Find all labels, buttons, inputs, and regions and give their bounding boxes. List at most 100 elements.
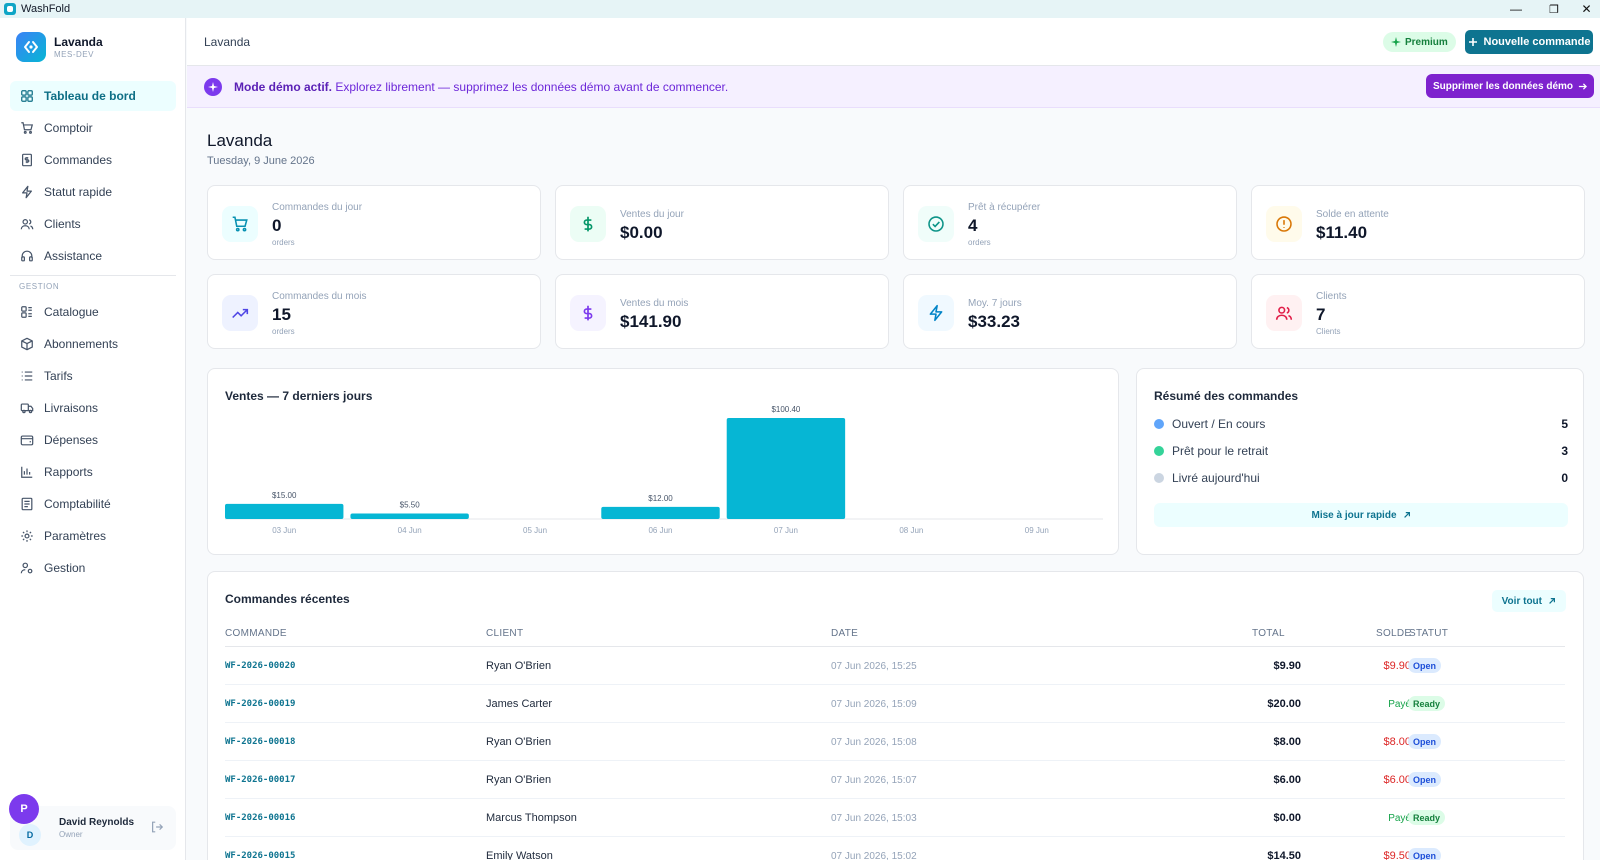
user-name: David Reynolds xyxy=(59,817,135,828)
see-all-button[interactable]: Voir tout xyxy=(1491,590,1566,612)
column-header-total[interactable]: TOTAL xyxy=(1252,628,1285,639)
sales-chart-card: Ventes — 7 derniers jours $15.00 03 Jun $5… xyxy=(207,368,1119,555)
list-icon xyxy=(21,371,33,381)
summary-row-open[interactable]: Ouvert / En cours 5 xyxy=(1154,416,1568,432)
sidebar-item-gestion[interactable]: Gestion xyxy=(10,553,176,583)
sales-chart: $15.00 03 Jun $5.50 04 Jun 05 Jun $12.00 06 Ju… xyxy=(225,405,1103,535)
order-balance: Payé xyxy=(1388,813,1411,824)
user-cog-icon xyxy=(20,562,33,574)
sidebar-item-parametres[interactable]: Paramètres xyxy=(10,521,176,551)
stat-unit: orders xyxy=(968,238,991,247)
brand[interactable]: Lavanda MES-DEV xyxy=(16,32,103,62)
close-button[interactable]: ✕ xyxy=(1581,2,1592,16)
sidebar-item-commandes[interactable]: Commandes xyxy=(10,145,176,175)
sidebar-item-clients[interactable]: Clients xyxy=(10,209,176,239)
order-id-link[interactable]: WF-2026-00019 xyxy=(225,699,296,709)
headset-icon xyxy=(21,250,33,262)
sidebar-nav: Tableau de bord Comptoir Commandes Statu… xyxy=(10,81,176,585)
chart-tick-label: 03 Jun xyxy=(272,526,296,535)
quick-update-button[interactable]: Mise à jour rapide xyxy=(1154,503,1568,527)
new-order-button[interactable]: Nouvelle commande xyxy=(1465,30,1593,54)
table-row[interactable]: WF-2026-00019 James Carter 07 Jun 2026, … xyxy=(225,685,1565,723)
column-header-balance[interactable]: SOLDE xyxy=(1376,628,1412,639)
table-row[interactable]: WF-2026-00017 Ryan O'Brien 07 Jun 2026, … xyxy=(225,761,1565,799)
client-name: Emily Watson xyxy=(486,850,553,860)
stat-card-avg-7-days: Moy. 7 jours $33.23 xyxy=(903,274,1237,349)
chart-bar[interactable] xyxy=(350,513,469,519)
app-icon xyxy=(4,3,16,15)
page-title: Lavanda xyxy=(207,131,273,150)
status-badge: Open xyxy=(1408,772,1442,787)
brand-logo-icon xyxy=(16,32,46,62)
order-balance: $9.50 xyxy=(1383,850,1411,860)
sidebar-item-livraisons[interactable]: Livraisons xyxy=(10,393,176,423)
status-badge: Open xyxy=(1408,658,1442,673)
user-profile[interactable]: P D David Reynolds Owner xyxy=(9,794,176,850)
sidebar-item-catalogue[interactable]: Catalogue xyxy=(10,297,176,327)
column-header-status[interactable]: STATUT xyxy=(1409,628,1449,639)
stat-value: $0.00 xyxy=(620,223,663,242)
summary-label: Prêt pour le retrait xyxy=(1172,444,1269,458)
order-id-link[interactable]: WF-2026-00017 xyxy=(225,775,296,785)
logout-icon[interactable] xyxy=(150,820,164,834)
order-id-link[interactable]: WF-2026-00020 xyxy=(225,661,296,671)
sidebar-item-comptabilite[interactable]: Comptabilité xyxy=(10,489,176,519)
order-id-link[interactable]: WF-2026-00018 xyxy=(225,737,296,747)
ledger-icon xyxy=(21,497,33,511)
stat-value: 15 xyxy=(272,305,291,324)
chart-bar[interactable] xyxy=(726,418,846,519)
chart-tick-label: 08 Jun xyxy=(899,526,923,535)
order-id-link[interactable]: WF-2026-00015 xyxy=(225,851,296,860)
order-total: $20.00 xyxy=(1267,698,1301,710)
order-date: 07 Jun 2026, 15:08 xyxy=(831,737,917,748)
chart-tick-label: 05 Jun xyxy=(523,526,547,535)
chart-title: Ventes — 7 derniers jours xyxy=(225,389,373,403)
sidebar-item-statut-rapide[interactable]: Statut rapide xyxy=(10,177,176,207)
summary-row-delivered[interactable]: Livré aujourd'hui 0 xyxy=(1154,470,1568,486)
order-date: 07 Jun 2026, 15:09 xyxy=(831,699,917,710)
table-row[interactable]: WF-2026-00015 Emily Watson 07 Jun 2026, … xyxy=(225,837,1565,860)
dollar-icon xyxy=(570,295,606,331)
delete-demo-data-button[interactable]: Supprimer les données démo xyxy=(1426,74,1594,98)
sidebar-item-abonnements[interactable]: Abonnements xyxy=(10,329,176,359)
column-header-date[interactable]: DATE xyxy=(831,628,859,639)
chart-data-label: $15.00 xyxy=(272,491,297,500)
sidebar-item-assistance[interactable]: Assistance xyxy=(10,241,176,271)
table-row[interactable]: WF-2026-00018 Ryan O'Brien 07 Jun 2026, … xyxy=(225,723,1565,761)
sidebar-item-label: Statut rapide xyxy=(44,185,113,199)
sidebar-item-depenses[interactable]: Dépenses xyxy=(10,425,176,455)
table-row[interactable]: WF-2026-00020 Ryan O'Brien 07 Jun 2026, … xyxy=(225,647,1565,685)
sidebar-item-tarifs[interactable]: Tarifs xyxy=(10,361,176,391)
demo-banner: Mode démo actif. Explorez librement — su… xyxy=(187,66,1600,108)
stat-value: 0 xyxy=(272,216,282,235)
sidebar-item-rapports[interactable]: Rapports xyxy=(10,457,176,487)
order-date: 07 Jun 2026, 15:07 xyxy=(831,775,917,786)
maximize-button[interactable]: ❐ xyxy=(1549,3,1559,16)
table-row[interactable]: WF-2026-00016 Marcus Thompson 07 Jun 202… xyxy=(225,799,1565,837)
bolt-icon xyxy=(918,295,954,331)
stat-card-sales-today: Ventes du jour $0.00 xyxy=(555,185,889,260)
minimize-button[interactable]: — xyxy=(1510,2,1522,16)
order-total: $8.00 xyxy=(1273,736,1301,748)
sidebar-item-label: Livraisons xyxy=(44,401,99,415)
sidebar-item-label: Tableau de bord xyxy=(44,89,136,103)
order-id-link[interactable]: WF-2026-00016 xyxy=(225,813,296,823)
sidebar-item-label: Commandes xyxy=(44,153,113,167)
column-header-order[interactable]: COMMANDE xyxy=(225,628,287,639)
sidebar-item-comptoir[interactable]: Comptoir xyxy=(10,113,176,143)
summary-row-ready[interactable]: Prêt pour le retrait 3 xyxy=(1154,443,1568,459)
premium-badge[interactable]: Premium xyxy=(1383,32,1456,52)
page-date: Tuesday, 9 June 2026 xyxy=(207,155,315,167)
sidebar-item-tableau-de-bord[interactable]: Tableau de bord xyxy=(10,81,176,111)
avatar-badge[interactable]: P xyxy=(9,794,39,824)
receipt-icon xyxy=(22,153,32,167)
chart-bar[interactable] xyxy=(601,506,720,519)
sidebar-item-label: Comptabilité xyxy=(44,497,111,511)
column-header-client[interactable]: CLIENT xyxy=(486,628,524,639)
cart-icon xyxy=(21,122,34,134)
chart-bar[interactable] xyxy=(225,503,344,519)
sidebar-item-label: Dépenses xyxy=(44,433,99,447)
chart-data-label: $100.40 xyxy=(771,405,800,414)
order-date: 07 Jun 2026, 15:02 xyxy=(831,851,917,860)
check-circle-icon xyxy=(918,206,954,242)
